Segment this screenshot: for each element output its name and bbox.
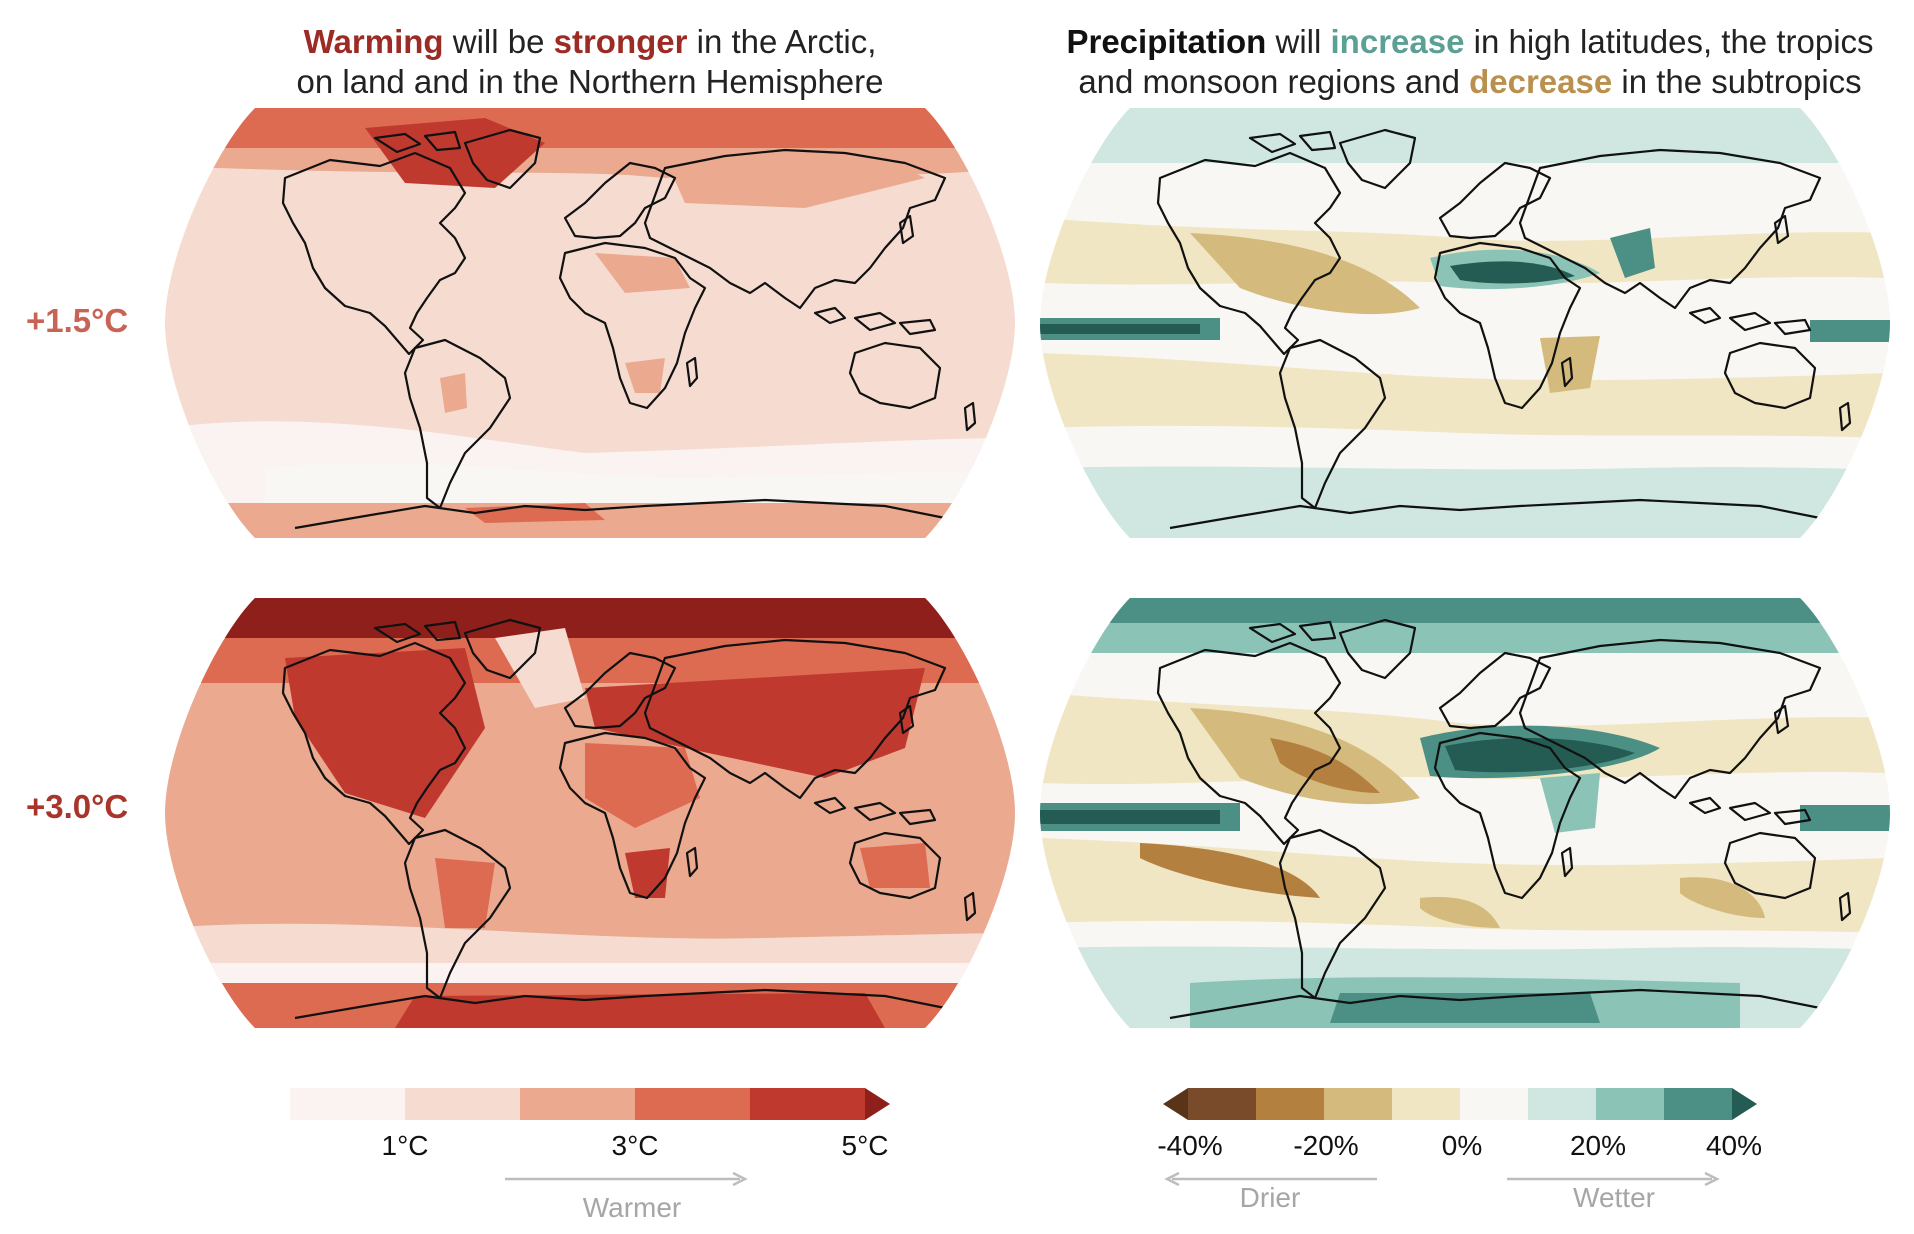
world-map-precipitation-3-0 [1040,598,1890,1028]
temp-tick-5: 5°C [841,1130,889,1161]
world-map-temperature-1-5 [165,108,1015,538]
title-stronger: stronger [553,23,688,60]
title-decrease: decrease [1469,63,1613,100]
temp-scale-step-2 [405,1088,520,1120]
title-warming: Warming [303,23,444,60]
temp-scale-step-4 [635,1088,750,1120]
wetter-label: Wetter [1573,1182,1655,1213]
temp-scale-step-1 [290,1088,405,1120]
warmer-label: Warmer [582,1192,682,1223]
prec-tick-0: 0% [1441,1130,1483,1161]
title-text: will [1266,23,1331,60]
prec-scale-step-2 [1256,1088,1324,1120]
title-text: in high latitudes, the tropics [1464,23,1874,60]
temp-scale-step-3 [520,1088,635,1120]
temp-scale-overflow-arrow [865,1088,890,1120]
row-label-3-0: +3.0°C [26,788,129,825]
title-line2: on land and in the Northern Hemisphere [296,63,884,100]
precipitation-panel-title: Precipitation will increase in high lati… [1030,22,1910,102]
wetter-arrow-icon [1507,1172,1720,1186]
world-map-precipitation-1-5 [1040,108,1890,538]
title-text: in the subtropics [1612,63,1862,100]
temperature-color-scale [290,1088,890,1120]
temp-tick-3: 3°C [611,1130,659,1161]
temp-scale-step-5 [750,1088,865,1120]
prec-tick-20: 20% [1569,1130,1627,1161]
title-increase: increase [1330,23,1465,60]
prec-tick-minus-20: -20% [1293,1130,1359,1161]
precipitation-color-scale [1163,1088,1757,1120]
prec-scale-step-6 [1528,1088,1596,1120]
title-precipitation: Precipitation [1066,23,1267,60]
drier-arrow-icon [1164,1172,1377,1186]
title-text: and monsoon regions and [1078,63,1470,100]
prec-scale-step-8 [1664,1088,1732,1120]
temperature-panel-title: Warming will be stronger in the Arctic, … [230,22,950,102]
prec-scale-step-7 [1596,1088,1664,1120]
prec-tick-minus-40: -40% [1157,1130,1223,1161]
prec-tick-40: 40% [1705,1130,1763,1161]
row-label-1-5: +1.5°C [26,302,129,339]
temp-tick-1: 1°C [381,1130,429,1161]
prec-scale-underflow-arrow [1163,1088,1188,1120]
title-text: will be [443,23,554,60]
title-text: in the Arctic, [687,23,877,60]
world-map-temperature-3-0 [165,598,1015,1028]
warmer-arrow-icon [505,1172,748,1186]
prec-scale-step-3 [1324,1088,1392,1120]
prec-scale-overflow-arrow [1732,1088,1757,1120]
prec-scale-step-1 [1188,1088,1256,1120]
drier-label: Drier [1239,1182,1301,1213]
prec-scale-step-4 [1392,1088,1460,1120]
prec-scale-step-5 [1460,1088,1528,1120]
